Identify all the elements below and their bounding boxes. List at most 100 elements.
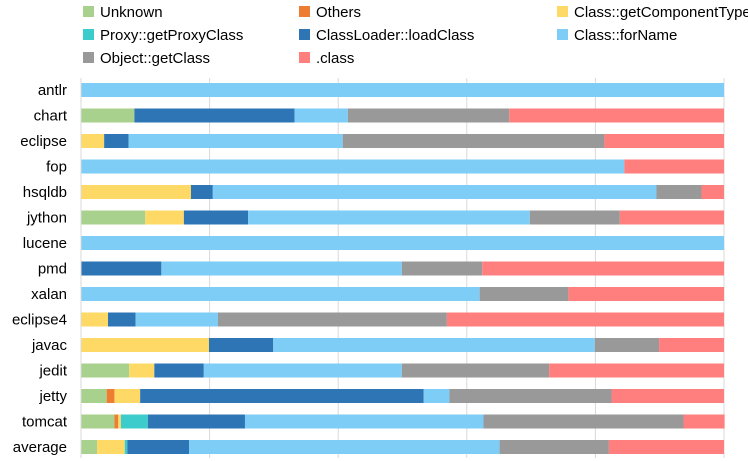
bar-segment-eclipse4-classloader-loadclass: [108, 312, 136, 327]
bar-segment-eclipse4-class-forname: [135, 312, 218, 327]
bar-segment-average-object-getclass: [499, 440, 609, 454]
legend-label-class: .class: [316, 50, 354, 67]
legend-swatch-object-getclass: [83, 52, 94, 63]
bar-segment-tomcat-class: [683, 414, 725, 429]
bar-segment-average-class-forname: [189, 440, 500, 454]
bar-segment-tomcat-object-getclass: [483, 414, 684, 429]
y-tick-label: jetty: [38, 388, 67, 405]
bar-segment-jetty-class-forname: [423, 389, 450, 403]
legend-label-object-getclass: Object::getClass: [100, 50, 210, 67]
bar-segment-average-unknown: [81, 440, 98, 454]
bar-segment-average-class: [608, 440, 724, 454]
bar-segment-jetty-class: [611, 389, 724, 403]
y-tick-label: tomcat: [22, 414, 68, 431]
y-axis: antlr chart eclipse fop hsqldb jython lucene pm…: [12, 78, 82, 458]
bar-segment-jedit-object-getclass: [401, 363, 550, 378]
legend-label-others: Others: [316, 4, 361, 21]
bar-segment-average-class-getcomponenttype: [97, 440, 125, 454]
bar-segment-antlr-class-forname: [81, 83, 724, 97]
legend-swatch-unknown: [83, 6, 94, 17]
y-tick-label: eclipse4: [12, 312, 67, 329]
bar-segment-hsqldb-class-getcomponenttype: [81, 185, 191, 199]
bar-segment-jedit-class-getcomponenttype: [129, 363, 155, 378]
bar-segment-jython-class: [619, 210, 724, 225]
bar-segment-javac-object-getclass: [594, 338, 660, 352]
bar-segment-hsqldb-class: [701, 185, 724, 199]
bar-segment-pmd-object-getclass: [401, 261, 483, 276]
y-tick-label: hsqldb: [23, 184, 67, 201]
y-tick-label: average: [13, 439, 67, 456]
legend-swatch-classloader-loadclass: [299, 29, 310, 40]
bar-segment-jedit-class-forname: [203, 363, 402, 378]
legend-swatch-class-getcomponenttype: [557, 6, 568, 17]
bar-segment-jetty-classloader-loadclass: [140, 389, 424, 403]
bar-segment-jetty-class-getcomponenttype: [114, 389, 141, 403]
legend-label-class-getcomponenttype: Class::getComponentType: [574, 4, 748, 21]
bar-segment-eclipse-class-getcomponenttype: [81, 134, 105, 148]
bar-segment-fop-class-forname: [81, 159, 625, 174]
bar-segment-javac-class-forname: [273, 338, 595, 352]
bar-segment-pmd-class: [482, 261, 724, 276]
bar-segment-eclipse-classloader-loadclass: [104, 134, 129, 148]
bar-segment-tomcat-class-forname: [244, 414, 484, 429]
bar-segment-tomcat-classloader-loadclass: [147, 414, 245, 429]
bar-segment-tomcat-others: [114, 414, 119, 429]
bar-segment-hsqldb-classloader-loadclass: [190, 185, 213, 199]
legend-label-unknown: Unknown: [100, 4, 163, 21]
legend-swatch-class-forname: [557, 29, 568, 40]
y-tick-label: chart: [34, 108, 68, 125]
bar-segment-javac-classloader-loadclass: [208, 338, 274, 352]
bar-segment-jython-class-forname: [248, 210, 530, 225]
y-tick-label: javac: [31, 337, 68, 354]
bar-segment-jython-class-getcomponenttype: [145, 210, 184, 225]
bar-segment-eclipse4-class-getcomponenttype: [81, 312, 109, 327]
bar-segment-javac-class-getcomponenttype: [81, 338, 209, 352]
legend-label-proxy-getproxyclass: Proxy::getProxyClass: [100, 27, 243, 44]
y-tick-label: eclipse: [20, 133, 67, 150]
legend-swatch-others: [299, 6, 310, 17]
y-tick-label: fop: [46, 159, 67, 176]
bar-segment-tomcat-proxy-getproxyclass: [120, 414, 148, 429]
legend-swatch-class: [299, 52, 310, 63]
y-tick-label: jedit: [38, 363, 67, 380]
bar-segment-lucene-class-forname: [81, 236, 724, 250]
legend-swatch-proxy-getproxyclass: [83, 29, 94, 40]
legend-label-class-forname: Class::forName: [574, 27, 677, 44]
bar-segment-eclipse-object-getclass: [342, 134, 605, 148]
legend: Unknown Others Class::getComponentTypeProx…: [83, 4, 748, 67]
bar-segment-hsqldb-class-forname: [212, 185, 657, 199]
bar-segment-jedit-unknown: [81, 363, 130, 378]
bar-segment-chart-class: [509, 108, 724, 123]
bar-segment-jetty-others: [106, 389, 115, 403]
bar-segment-tomcat-class-getcomponenttype: [118, 414, 121, 429]
bar-segment-jedit-classloader-loadclass: [154, 363, 204, 378]
y-tick-label: pmd: [38, 261, 67, 278]
bar-segment-average-classloader-loadclass: [127, 440, 190, 454]
bar-segment-xalan-class: [568, 287, 724, 301]
bar-segment-chart-class-forname: [294, 108, 348, 123]
bar-segment-fop-class: [624, 159, 724, 174]
bar-segment-eclipse4-object-getclass: [217, 312, 447, 327]
legend-label-classloader-loadclass: ClassLoader::loadClass: [316, 27, 474, 44]
bar-segment-jedit-class: [549, 363, 724, 378]
bar-segment-chart-object-getclass: [347, 108, 510, 123]
bar-segment-eclipse4-class: [446, 312, 724, 327]
y-tick-label: antlr: [38, 82, 67, 99]
bar-segment-chart-unknown: [81, 108, 135, 123]
bar-segment-pmd-classloader-loadclass: [81, 261, 162, 276]
bar-segment-chart-classloader-loadclass: [134, 108, 295, 123]
bar-segment-javac-class: [659, 338, 724, 352]
bar-segment-eclipse-class: [604, 134, 724, 148]
bar-segment-pmd-class-forname: [161, 261, 402, 276]
bar-segment-eclipse-class-forname: [128, 134, 343, 148]
bar-segment-xalan-object-getclass: [479, 287, 569, 301]
bars: [81, 83, 725, 454]
bar-segment-jetty-unknown: [81, 389, 107, 403]
bar-segment-jython-classloader-loadclass: [183, 210, 249, 225]
y-tick-label: lucene: [23, 235, 67, 252]
bar-segment-jython-object-getclass: [529, 210, 620, 225]
bar-segment-tomcat-unknown: [81, 414, 115, 429]
y-tick-label: jython: [26, 210, 67, 227]
bar-segment-jetty-object-getclass: [449, 389, 612, 403]
